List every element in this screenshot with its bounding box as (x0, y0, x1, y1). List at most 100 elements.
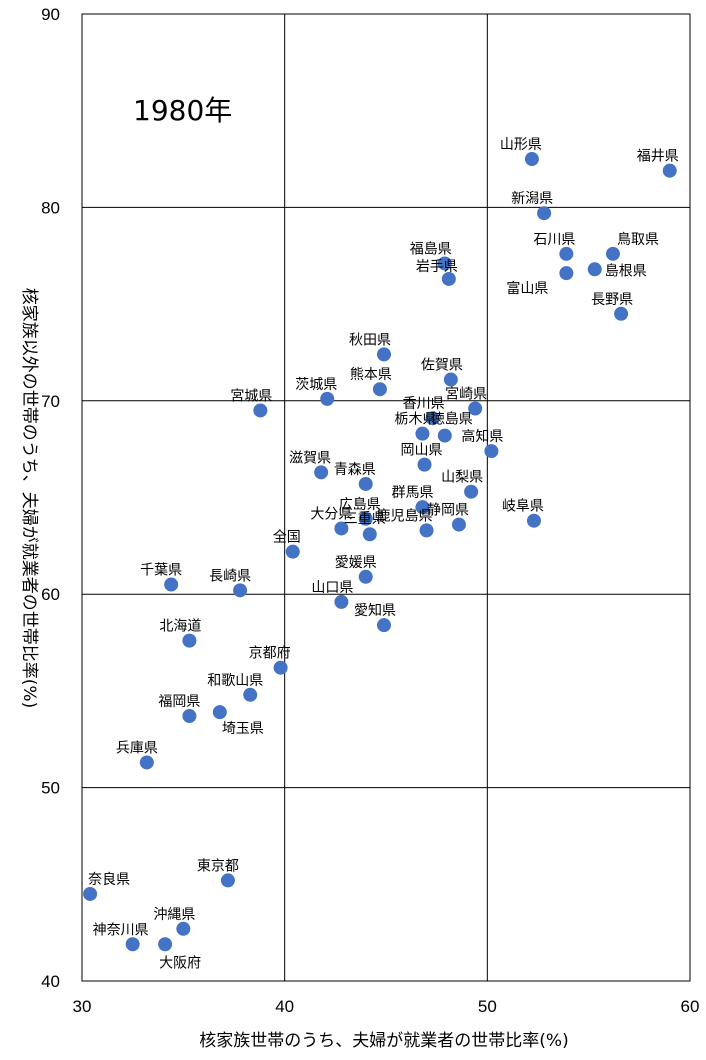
point-label: 愛媛県 (335, 555, 377, 571)
data-point (419, 523, 434, 538)
data-point (443, 372, 458, 387)
data-point (139, 755, 154, 770)
data-point (358, 511, 373, 526)
point-label: 新潟県 (511, 191, 553, 207)
point-label: 島根県 (605, 263, 647, 279)
point-label: 神奈川県 (93, 922, 149, 938)
point-label: 福岡県 (158, 694, 200, 710)
data-point (526, 513, 541, 528)
data-point (125, 937, 140, 952)
x-tick-label: 60 (681, 997, 700, 1016)
point-label: 静岡県 (427, 503, 469, 519)
plot-area-border (81, 13, 691, 982)
data-point (376, 347, 391, 362)
data-point (176, 921, 191, 936)
data-point (314, 465, 329, 480)
point-label: 岩手県 (416, 259, 458, 275)
y-tick-label: 60 (41, 585, 60, 604)
point-label: 宮城県 (230, 388, 272, 404)
data-point (334, 594, 349, 609)
data-point (441, 271, 456, 286)
data-point (372, 382, 387, 397)
point-label: 大分県 (310, 506, 352, 522)
data-point (212, 705, 227, 720)
point-label: 山梨県 (441, 470, 483, 486)
point-label: 宮崎県 (445, 387, 487, 403)
y-tick-labels: 40 50 60 70 80 90 (41, 5, 60, 991)
x-tick-label: 50 (478, 997, 497, 1016)
point-label: 三重県 (344, 511, 386, 527)
point-label: 長崎県 (209, 568, 251, 584)
point-label: 山形県 (500, 137, 542, 153)
point-label: 富山県 (506, 280, 548, 297)
point-label: 広島県 (339, 497, 381, 513)
point-label: 群馬県 (391, 485, 433, 501)
point-label: 秋田県 (349, 332, 391, 348)
point-label: 奈良県 (88, 872, 130, 888)
data-point (285, 544, 300, 559)
data-point (415, 426, 430, 441)
point-label: 兵庫県 (116, 739, 158, 756)
data-point (376, 618, 391, 633)
point-label: 徳島県 (431, 412, 473, 428)
data-point (437, 256, 452, 271)
point-label: 北海道 (159, 619, 201, 635)
data-point (182, 633, 197, 648)
point-label: 佐賀県 (421, 358, 463, 374)
point-label: 長野県 (591, 292, 633, 308)
point-label: 鳥取県 (617, 232, 659, 248)
data-points (83, 152, 677, 952)
data-point (182, 709, 197, 724)
point-label: 愛知県 (354, 602, 396, 619)
x-tick-label: 40 (275, 997, 294, 1016)
point-label: 滋賀県 (289, 450, 331, 466)
point-label: 埼玉県 (222, 721, 264, 737)
x-tick-labels: 30 40 50 60 (73, 997, 700, 1016)
point-label: 全国 (273, 529, 301, 546)
point-label: 鹿児島県 (377, 507, 433, 524)
data-point (417, 457, 432, 472)
data-point (468, 401, 483, 416)
point-label: 福井県 (637, 149, 679, 165)
data-point (273, 660, 288, 675)
data-point (587, 262, 602, 277)
data-point (662, 163, 677, 178)
y-axis-label: 核家族以外の世帯のうち、夫婦が就業者の世帯比率(%) (19, 288, 39, 708)
data-point (233, 583, 248, 598)
data-point (83, 886, 98, 901)
point-label: 京都府 (249, 646, 291, 662)
data-point (358, 476, 373, 491)
point-label: 青森県 (334, 462, 376, 478)
plot-area-background (82, 14, 690, 981)
data-point (358, 569, 373, 584)
data-point (253, 403, 268, 418)
point-label: 岐阜県 (502, 498, 544, 515)
x-tick-label: 30 (73, 997, 92, 1016)
data-point (334, 521, 349, 536)
point-label: 高知県 (461, 428, 503, 445)
y-tick-label: 50 (41, 779, 60, 798)
data-point (451, 517, 466, 532)
data-point (320, 391, 335, 406)
data-point (614, 306, 629, 321)
data-point (164, 577, 179, 592)
point-label: 和歌山県 (207, 673, 263, 689)
data-point (220, 873, 235, 888)
point-label: 栃木県 (394, 412, 436, 428)
data-point (243, 687, 258, 702)
point-label: 岡山県 (401, 443, 443, 459)
data-point (605, 246, 620, 261)
point-label: 熊本県 (350, 367, 392, 383)
data-point (158, 937, 173, 952)
data-point (425, 411, 440, 426)
point-label: 沖縄県 (153, 907, 195, 923)
point-label: 山口県 (311, 580, 353, 596)
data-point (362, 527, 377, 542)
point-label: 茨城県 (295, 377, 337, 393)
year-annotation: 1980年 (133, 94, 232, 127)
data-point (484, 444, 499, 459)
data-point (464, 484, 479, 499)
y-tick-label: 70 (41, 392, 60, 411)
